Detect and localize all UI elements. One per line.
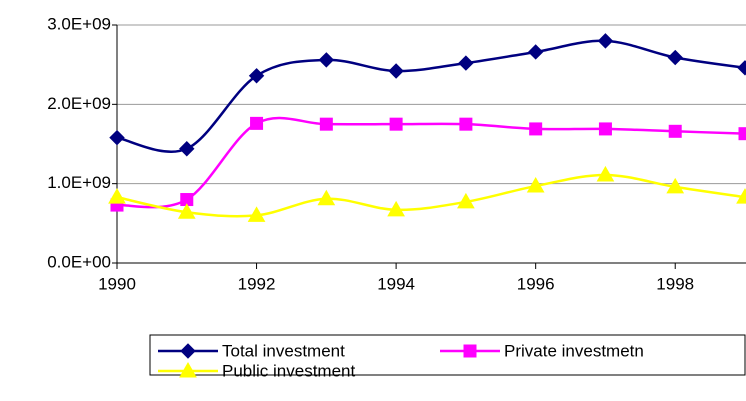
x-tick-label: 1996 [517, 274, 555, 293]
data-point [736, 188, 746, 204]
data-point [318, 52, 335, 68]
legend-box [149, 334, 746, 376]
data-point [177, 203, 196, 219]
data-point [319, 117, 333, 131]
y-tick-label: 0.0E+00 [47, 252, 111, 271]
data-point [387, 200, 405, 217]
data-point [529, 122, 543, 136]
legend-marker [179, 361, 197, 378]
series-line [116, 173, 746, 218]
data-point [458, 55, 474, 71]
y-tick-label: 1.0E+09 [47, 173, 111, 192]
x-tick-label: 1990 [98, 274, 136, 293]
data-point [597, 33, 614, 49]
legend-label: Public investment [222, 361, 356, 380]
data-point [598, 122, 612, 136]
x-tick-label: 1994 [377, 274, 415, 293]
data-point [457, 192, 475, 209]
data-point [247, 206, 266, 222]
data-point [666, 177, 685, 194]
data-point [250, 116, 264, 130]
data-point [527, 44, 544, 60]
data-point [526, 177, 545, 193]
legend-marker [180, 343, 196, 359]
data-point [108, 188, 126, 204]
data-point [667, 49, 683, 66]
series-line [116, 116, 746, 209]
legend-marker [463, 344, 477, 358]
legend-label: Private investmetn [504, 341, 644, 360]
data-point [388, 63, 404, 79]
data-point [389, 117, 403, 131]
data-point [738, 127, 746, 141]
data-point [668, 124, 682, 138]
x-tick-label: 1998 [656, 274, 694, 293]
y-tick-label: 3.0E+09 [47, 14, 111, 33]
data-point [109, 129, 125, 146]
data-point [248, 68, 265, 84]
data-point [459, 117, 473, 131]
data-point [317, 189, 336, 206]
y-tick-label: 2.0E+09 [47, 94, 111, 113]
data-point [596, 165, 615, 182]
data-point [179, 141, 195, 157]
data-point [737, 60, 746, 76]
series-line [116, 39, 746, 153]
legend-label: Total investment [222, 341, 345, 360]
x-tick-label: 1992 [238, 274, 276, 293]
